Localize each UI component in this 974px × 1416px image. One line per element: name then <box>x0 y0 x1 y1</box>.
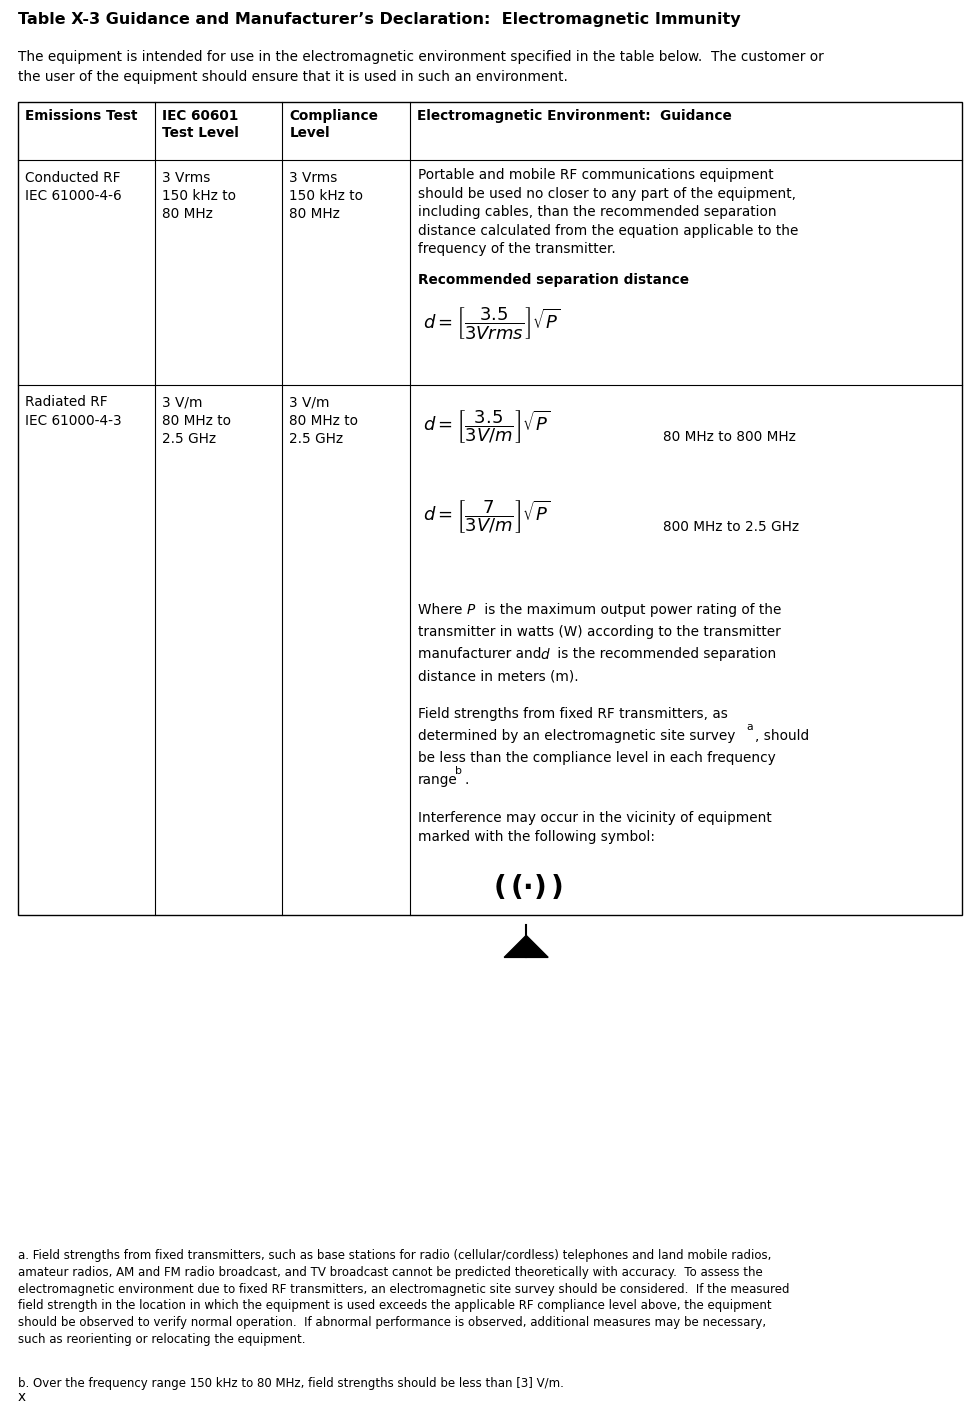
Text: IEC 60601
Test Level: IEC 60601 Test Level <box>162 109 239 140</box>
Text: $d = \left[\dfrac{3.5}{3Vrms}\right]\sqrt{P}$: $d = \left[\dfrac{3.5}{3Vrms}\right]\sqr… <box>423 306 560 341</box>
Text: b: b <box>455 766 462 776</box>
Text: $\mathbf{(\,(\bullet)\,)}$: $\mathbf{(\,(\bullet)\,)}$ <box>493 874 563 902</box>
Text: Radiated RF
IEC 61000-4-3: Radiated RF IEC 61000-4-3 <box>25 395 122 428</box>
Text: Conducted RF
IEC 61000-4-6: Conducted RF IEC 61000-4-6 <box>25 170 122 202</box>
Text: 80 MHz to 800 MHz: 80 MHz to 800 MHz <box>663 430 796 445</box>
Text: a: a <box>746 722 753 732</box>
Text: , should: , should <box>755 729 809 743</box>
Text: Field strengths from fixed RF transmitters, as: Field strengths from fixed RF transmitte… <box>418 708 728 721</box>
Text: 3 V/m
80 MHz to
2.5 GHz: 3 V/m 80 MHz to 2.5 GHz <box>162 395 231 446</box>
Text: x: x <box>18 1391 26 1405</box>
Text: b. Over the frequency range 150 kHz to 80 MHz, field strengths should be less th: b. Over the frequency range 150 kHz to 8… <box>18 1376 564 1391</box>
Bar <box>18 102 962 915</box>
Text: range: range <box>418 773 458 787</box>
Text: The equipment is intended for use in the electromagnetic environment specified i: The equipment is intended for use in the… <box>18 50 824 64</box>
Text: the user of the equipment should ensure that it is used in such an environment.: the user of the equipment should ensure … <box>18 69 568 84</box>
Text: Recommended separation distance: Recommended separation distance <box>418 273 690 287</box>
Text: $d = \left[\dfrac{3.5}{3V/m}\right]\sqrt{P}$: $d = \left[\dfrac{3.5}{3V/m}\right]\sqrt… <box>423 408 550 446</box>
Text: be less than the compliance level in each frequency: be less than the compliance level in eac… <box>418 752 776 766</box>
Text: determined by an electromagnetic site survey: determined by an electromagnetic site su… <box>418 729 735 743</box>
Text: manufacturer and: manufacturer and <box>418 647 545 661</box>
Text: 3 V/m
80 MHz to
2.5 GHz: 3 V/m 80 MHz to 2.5 GHz <box>289 395 358 446</box>
Text: is the recommended separation: is the recommended separation <box>553 647 776 661</box>
Text: Portable and mobile RF communications equipment
should be used no closer to any : Portable and mobile RF communications eq… <box>418 169 799 256</box>
Text: transmitter in watts (W) according to the transmitter: transmitter in watts (W) according to th… <box>418 626 781 640</box>
Text: 3 Vrms
150 kHz to
80 MHz: 3 Vrms 150 kHz to 80 MHz <box>289 170 363 221</box>
Text: is the maximum output power rating of the: is the maximum output power rating of th… <box>480 603 781 617</box>
Text: $d = \left[\dfrac{7}{3V/m}\right]\sqrt{P}$: $d = \left[\dfrac{7}{3V/m}\right]\sqrt{P… <box>423 498 550 535</box>
Text: .: . <box>465 773 468 787</box>
Text: a. Field strengths from fixed transmitters, such as base stations for radio (cel: a. Field strengths from fixed transmitte… <box>18 1249 790 1347</box>
Text: 800 MHz to 2.5 GHz: 800 MHz to 2.5 GHz <box>663 521 800 534</box>
Text: $P$: $P$ <box>467 603 476 617</box>
Text: distance in meters (m).: distance in meters (m). <box>418 670 579 684</box>
Text: Where: Where <box>418 603 467 617</box>
Text: $d$: $d$ <box>541 647 551 663</box>
Text: Emissions Test: Emissions Test <box>25 109 137 123</box>
Text: Compliance
Level: Compliance Level <box>289 109 378 140</box>
Text: Interference may occur in the vicinity of equipment
marked with the following sy: Interference may occur in the vicinity o… <box>418 811 772 844</box>
Text: Electromagnetic Environment:  Guidance: Electromagnetic Environment: Guidance <box>417 109 731 123</box>
Polygon shape <box>505 936 548 957</box>
Text: Table X-3 Guidance and Manufacturer’s Declaration:  Electromagnetic Immunity: Table X-3 Guidance and Manufacturer’s De… <box>18 11 740 27</box>
Text: 3 Vrms
150 kHz to
80 MHz: 3 Vrms 150 kHz to 80 MHz <box>162 170 236 221</box>
